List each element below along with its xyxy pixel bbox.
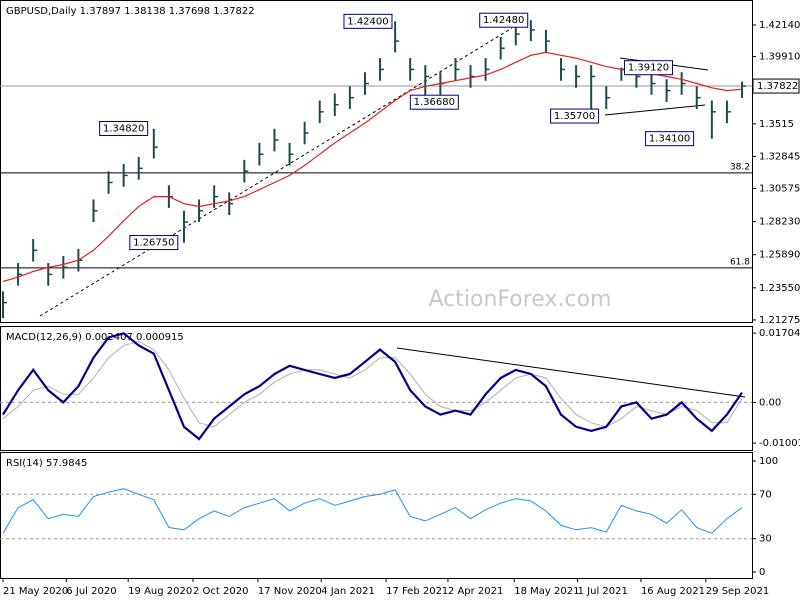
trendline [604,104,706,116]
trendline [396,347,746,398]
annotation-label: 1.26750 [133,238,174,249]
annotation-box [409,94,459,110]
x-tick-label: 1 Jul 2021 [578,586,628,597]
y-tick-label: 100 [759,456,778,467]
y-tick-label: 1.42140 [759,20,800,31]
price-label: 1.37822 [757,81,798,92]
annotation-label: 1.36680 [414,97,455,108]
panel-title: MACD(12,26,9) 0.002407 0.000915 [6,332,184,343]
y-tick-label: -0.010013 [759,438,800,449]
x-tick-label: 21 May 2020 [3,586,68,597]
x-tick-label: 2 Apr 2021 [448,586,503,597]
x-tick-label: 4 Jan 2021 [321,586,375,597]
annotation-box [479,12,529,28]
panel-title: GBPUSD,Daily 1.37897 1.38138 1.37698 1.3… [6,6,255,17]
x-tick-label: 16 Aug 2021 [641,586,705,597]
x-tick-label: 18 May 2021 [514,586,579,597]
y-tick-label: 0.017047 [759,328,800,339]
x-tick-label: 29 Sep 2021 [706,586,769,597]
x-tick-label: 19 Aug 2020 [128,586,192,597]
annotation-label: 1.39120 [628,63,669,74]
y-tick-label: 70 [759,489,772,500]
y-tick-label: 1.39910 [759,52,800,63]
annotation-label: 1.34100 [649,134,690,145]
annotation-label: 1.35700 [554,111,595,122]
annotation-box [623,60,673,76]
annotation-box [129,235,179,251]
y-tick-label: 1.23550 [759,283,800,294]
y-tick-label: 30 [759,534,772,545]
panel-title: RSI(14) 57.9845 [6,458,87,469]
macd-line [2,332,743,441]
annotation-box [550,108,600,124]
fib-label: 61.8 [730,257,750,267]
y-tick-label: 0 [759,567,765,578]
y-tick-label: 1.32845 [759,151,800,162]
macd-line [2,340,743,428]
annotation-label: 1.42400 [347,16,388,27]
y-tick-label: 1.3515 [759,119,794,130]
x-tick-label: 2 Oct 2020 [193,586,248,597]
y-tick-label: 1.30575 [759,183,800,194]
rsi-panel [0,452,753,579]
annotation-label: 1.34820 [103,123,144,134]
y-tick-label: 1.28230 [759,217,800,228]
price-panel [0,0,753,323]
moving-average [2,51,743,282]
annotation-box [99,120,149,136]
fib-label: 38.2 [730,162,750,172]
annotation-label: 1.42480 [483,15,524,26]
price-label-box [752,78,800,94]
rsi-line [2,488,743,534]
watermark: ActionForex.com [429,287,612,312]
x-tick-label: 17 Nov 2020 [258,586,322,597]
y-tick-label: 1.21275 [759,315,800,326]
x-tick-label: 6 Jul 2020 [66,586,116,597]
y-tick-label: 0.00 [759,397,781,408]
x-tick-label: 17 Feb 2021 [386,586,448,597]
annotation-box [343,13,393,29]
annotation-box [645,131,695,147]
trendline [39,27,513,317]
y-tick-label: 1.25890 [759,250,800,261]
macd-panel [0,326,753,451]
